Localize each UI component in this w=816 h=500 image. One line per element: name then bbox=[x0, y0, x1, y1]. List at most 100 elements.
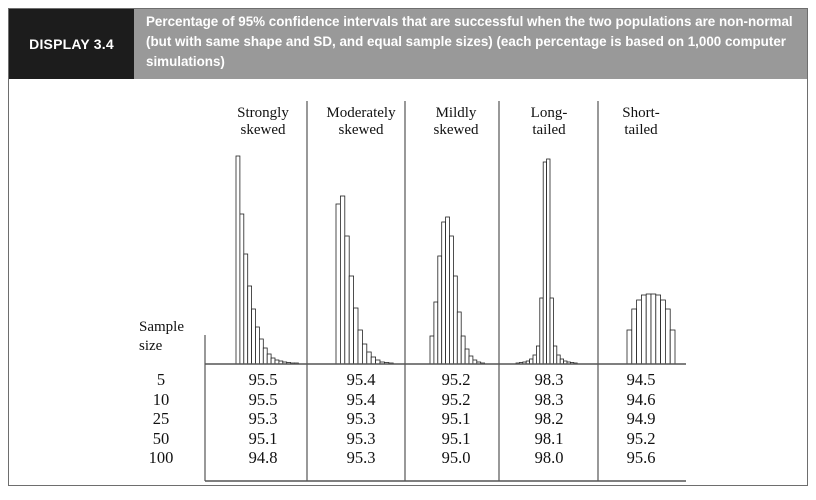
shape-3-bar-12 bbox=[556, 354, 561, 365]
value-cell-0-2: 95.3 bbox=[249, 409, 278, 428]
shape-0-bar-1 bbox=[239, 213, 245, 365]
value-cell-4-1: 94.6 bbox=[627, 390, 656, 409]
display-frame: DISPLAY 3.4 Percentage of 95% confidence… bbox=[8, 8, 808, 486]
value-cell-3-2: 98.2 bbox=[535, 409, 564, 428]
value-cell-4-2: 94.9 bbox=[627, 409, 656, 428]
row-header-line-2: size bbox=[139, 338, 163, 354]
shape-1 bbox=[335, 195, 394, 365]
shape-0-bar-9 bbox=[270, 357, 276, 365]
shape-4-bar-2 bbox=[636, 299, 642, 365]
shape-4 bbox=[626, 293, 676, 365]
shape-2-bar-10 bbox=[468, 355, 474, 365]
sample-size-1: 10 bbox=[153, 390, 170, 409]
value-cell-0-0: 95.5 bbox=[249, 370, 278, 389]
column-header-2-line-1: skewed bbox=[434, 122, 479, 138]
display-label: DISPLAY 3.4 bbox=[9, 9, 134, 79]
shape-2-bar-1 bbox=[433, 301, 439, 365]
shape-3 bbox=[515, 158, 578, 365]
value-cell-2-4: 95.0 bbox=[442, 448, 471, 467]
shape-0-bar-4 bbox=[251, 308, 256, 365]
column-header-1-line-1: skewed bbox=[339, 122, 384, 138]
shape-2-bar-5 bbox=[449, 235, 454, 365]
value-cell-2-3: 95.1 bbox=[442, 429, 471, 448]
shape-0-bar-7 bbox=[262, 347, 268, 365]
column-header-1-line-0: Moderately bbox=[326, 105, 396, 121]
column-header-4-line-0: Short- bbox=[622, 105, 660, 121]
shape-2-bar-9 bbox=[464, 348, 470, 365]
shape-3-bar-5 bbox=[532, 354, 537, 365]
sample-size-2: 25 bbox=[153, 409, 170, 428]
value-cell-2-2: 95.1 bbox=[442, 409, 471, 428]
shape-4-bar-4 bbox=[645, 293, 652, 365]
value-cell-3-3: 98.1 bbox=[535, 429, 564, 448]
value-cell-0-4: 94.8 bbox=[249, 448, 278, 467]
shape-1-bar-1 bbox=[339, 195, 346, 365]
shape-0-bar-8 bbox=[266, 353, 272, 365]
column-header-0-line-0: Strongly bbox=[237, 105, 289, 121]
shape-4-bar-9 bbox=[669, 329, 676, 365]
shape-4-bar-7 bbox=[660, 299, 666, 365]
shape-3-bar-8 bbox=[542, 161, 548, 365]
shape-4-bar-6 bbox=[655, 294, 661, 365]
shape-0-bar-3 bbox=[247, 285, 252, 365]
value-cell-1-3: 95.3 bbox=[347, 429, 376, 448]
shape-3-bar-7 bbox=[539, 297, 544, 365]
shape-0-bar-2 bbox=[243, 253, 249, 365]
shape-1-bar-0 bbox=[335, 203, 341, 365]
shape-0-bar-5 bbox=[255, 326, 260, 365]
shape-2-bar-6 bbox=[452, 275, 458, 365]
value-cell-2-1: 95.2 bbox=[442, 390, 471, 409]
value-cell-1-0: 95.4 bbox=[347, 370, 376, 389]
display-caption: Percentage of 95% confidence intervals t… bbox=[146, 14, 793, 69]
sample-size-0: 5 bbox=[157, 370, 165, 389]
value-cell-4-3: 95.2 bbox=[627, 429, 656, 448]
shape-2-bar-3 bbox=[441, 221, 447, 365]
value-cell-0-1: 95.5 bbox=[249, 390, 278, 409]
shape-2-bar-0 bbox=[429, 335, 435, 365]
shape-4-bar-3 bbox=[641, 294, 647, 365]
shape-1-bar-7 bbox=[366, 351, 372, 365]
column-header-2-line-0: Mildly bbox=[436, 105, 477, 121]
simulation-table: Strongly skewed Moderately skewed Mildly skew… bbox=[9, 79, 807, 485]
shape-3-bar-11 bbox=[553, 345, 558, 365]
shape-4-bar-8 bbox=[665, 308, 671, 365]
shape-4-bar-5 bbox=[650, 293, 657, 365]
shape-0-bar-6 bbox=[258, 338, 264, 365]
shape-1-bar-5 bbox=[357, 329, 363, 365]
shape-0 bbox=[235, 155, 299, 365]
value-cell-3-4: 98.0 bbox=[535, 448, 564, 467]
shape-1-bar-6 bbox=[361, 343, 368, 365]
display-header: DISPLAY 3.4 Percentage of 95% confidence… bbox=[9, 9, 807, 79]
shape-4-bar-1 bbox=[631, 308, 637, 365]
shape-0-bar-0 bbox=[235, 155, 241, 365]
table-svg: StronglyskewedModeratelyskewedMildlyskew… bbox=[139, 101, 686, 482]
column-header-3-line-0: Long- bbox=[531, 105, 568, 121]
value-cell-3-1: 98.3 bbox=[535, 390, 564, 409]
column-header-4-line-1: tailed bbox=[624, 122, 658, 138]
value-cell-1-4: 95.3 bbox=[347, 448, 376, 467]
shape-4-bar-0 bbox=[626, 329, 633, 365]
distribution-shapes bbox=[235, 155, 676, 365]
shape-3-bar-9 bbox=[546, 158, 551, 365]
sample-size-4: 100 bbox=[149, 448, 174, 467]
shape-2-bar-8 bbox=[460, 335, 466, 365]
shape-2-bar-4 bbox=[445, 216, 450, 365]
value-cell-4-4: 95.6 bbox=[627, 448, 656, 467]
shape-2 bbox=[429, 216, 486, 365]
shape-3-bar-10 bbox=[549, 297, 554, 365]
column-header-0-line-1: skewed bbox=[241, 122, 286, 138]
row-header-line-1: Sample bbox=[139, 319, 184, 335]
sample-size-3: 50 bbox=[153, 429, 170, 448]
shape-1-bar-2 bbox=[344, 235, 350, 365]
value-cell-4-0: 94.5 bbox=[627, 370, 656, 389]
value-cell-2-0: 95.2 bbox=[442, 370, 471, 389]
value-cell-1-1: 95.4 bbox=[347, 390, 376, 409]
shape-2-bar-7 bbox=[456, 311, 462, 365]
shape-1-bar-8 bbox=[370, 356, 377, 365]
shape-1-bar-3 bbox=[348, 275, 355, 365]
column-header-3-line-1: tailed bbox=[532, 122, 566, 138]
shape-3-bar-6 bbox=[536, 345, 541, 365]
value-cell-1-2: 95.3 bbox=[347, 409, 376, 428]
value-cell-3-0: 98.3 bbox=[535, 370, 564, 389]
value-cell-0-3: 95.1 bbox=[249, 429, 278, 448]
